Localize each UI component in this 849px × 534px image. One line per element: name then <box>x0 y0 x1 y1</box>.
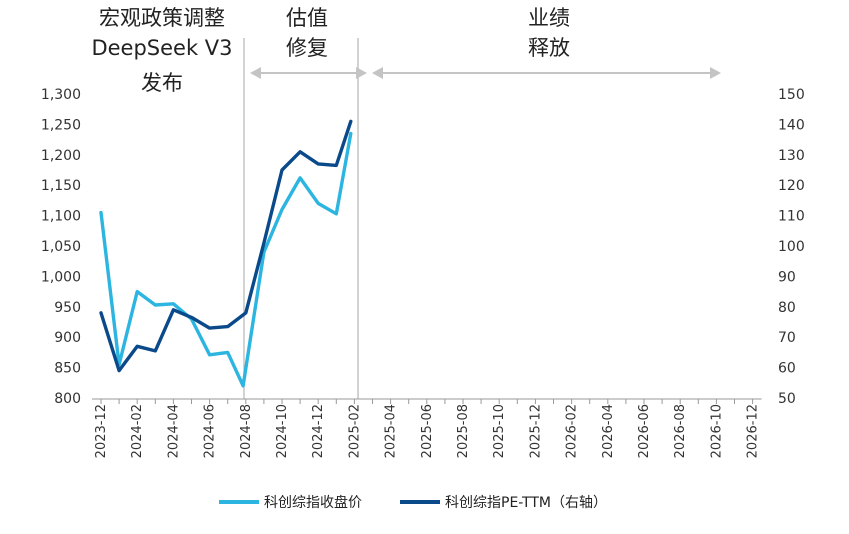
y-left-tick-label: 1,150 <box>41 178 81 194</box>
y-axis-right: 50 60 70 80 90 100 110 120 130 140 150 <box>778 87 805 407</box>
y-left-tick-label: 900 <box>54 330 81 346</box>
legend-label: 科创综指收盘价 <box>264 494 362 511</box>
x-tick-label: 2024-04 <box>166 404 181 458</box>
phase-dividers <box>243 38 359 399</box>
series-layer <box>99 119 353 388</box>
y-right-tick-label: 150 <box>778 87 805 103</box>
y-right-tick-label: 120 <box>778 178 805 194</box>
x-tick-label: 2025-08 <box>456 404 471 458</box>
x-tick-label: 2025-06 <box>420 404 435 458</box>
y-left-tick-label: 1,250 <box>41 117 81 133</box>
y-left-tick-label: 1,000 <box>41 269 81 285</box>
x-tick-label: 2024-12 <box>311 404 326 458</box>
x-tick-label: 2024-10 <box>275 404 290 458</box>
x-tick-label: 2025-10 <box>492 404 507 458</box>
x-tick-label: 2024-06 <box>203 404 218 458</box>
x-tick-label: 2026-06 <box>637 404 652 458</box>
y-right-tick-label: 70 <box>778 330 796 346</box>
phase-annotation-text: 宏观政策调整 <box>99 6 225 30</box>
y-right-tick-label: 90 <box>778 269 796 285</box>
phase-annotation-text: 估值 <box>286 6 328 30</box>
x-tick-label: 2026-08 <box>673 404 688 458</box>
phase-annotation-text: DeepSeek V3 <box>91 36 232 60</box>
x-tick-label: 2025-12 <box>528 404 543 458</box>
y-left-tick-label: 950 <box>54 300 81 316</box>
phase-span-arrow <box>250 67 367 79</box>
y-right-tick-label: 50 <box>778 391 796 407</box>
x-tick-label: 2026-04 <box>601 404 616 458</box>
phase-span-arrow <box>372 67 721 79</box>
y-left-tick-label: 1,300 <box>41 87 81 103</box>
y-left-tick-label: 850 <box>54 361 81 377</box>
x-tick-label: 2026-10 <box>709 404 724 458</box>
y-left-tick-label: 1,100 <box>41 209 81 225</box>
x-tick-label: 2026-12 <box>746 404 761 458</box>
y-right-tick-label: 100 <box>778 239 805 255</box>
phase-annotation-text: 释放 <box>528 36 570 60</box>
legend-label: 科创综指PE-TTM（右轴） <box>445 495 607 511</box>
y-right-tick-label: 80 <box>778 300 796 316</box>
x-tick-label: 2026-02 <box>565 404 580 458</box>
legend: 科创综指收盘价 科创综指PE-TTM（右轴） <box>219 494 607 511</box>
y-axis-left: 800 850 900 950 1,000 1,050 1,100 1,150 1,200 1,2… <box>41 87 81 407</box>
x-tick-label: 2024-02 <box>130 404 145 458</box>
x-tick-label: 2024-08 <box>239 404 254 458</box>
y-left-tick-label: 800 <box>54 391 81 407</box>
y-right-tick-label: 60 <box>778 361 796 377</box>
phase-annotation-text: 业绩 <box>528 6 570 30</box>
x-tick-label: 2023-12 <box>94 404 109 458</box>
x-tick-label: 2025-02 <box>347 404 362 458</box>
y-right-tick-label: 130 <box>778 148 805 164</box>
y-left-tick-label: 1,050 <box>41 239 81 255</box>
series-line-2 <box>99 119 353 373</box>
y-right-tick-label: 110 <box>778 209 805 225</box>
phase-annotation-text: 发布 <box>141 71 183 95</box>
y-right-tick-label: 140 <box>778 117 805 133</box>
phase-annotation-text: 修复 <box>286 36 328 60</box>
x-tick-label: 2025-04 <box>384 404 399 458</box>
x-axis: 2023-12 2024-02 2024-04 2024-06 2024-08 2024-… <box>92 398 762 458</box>
y-left-tick-label: 1,200 <box>41 148 81 164</box>
